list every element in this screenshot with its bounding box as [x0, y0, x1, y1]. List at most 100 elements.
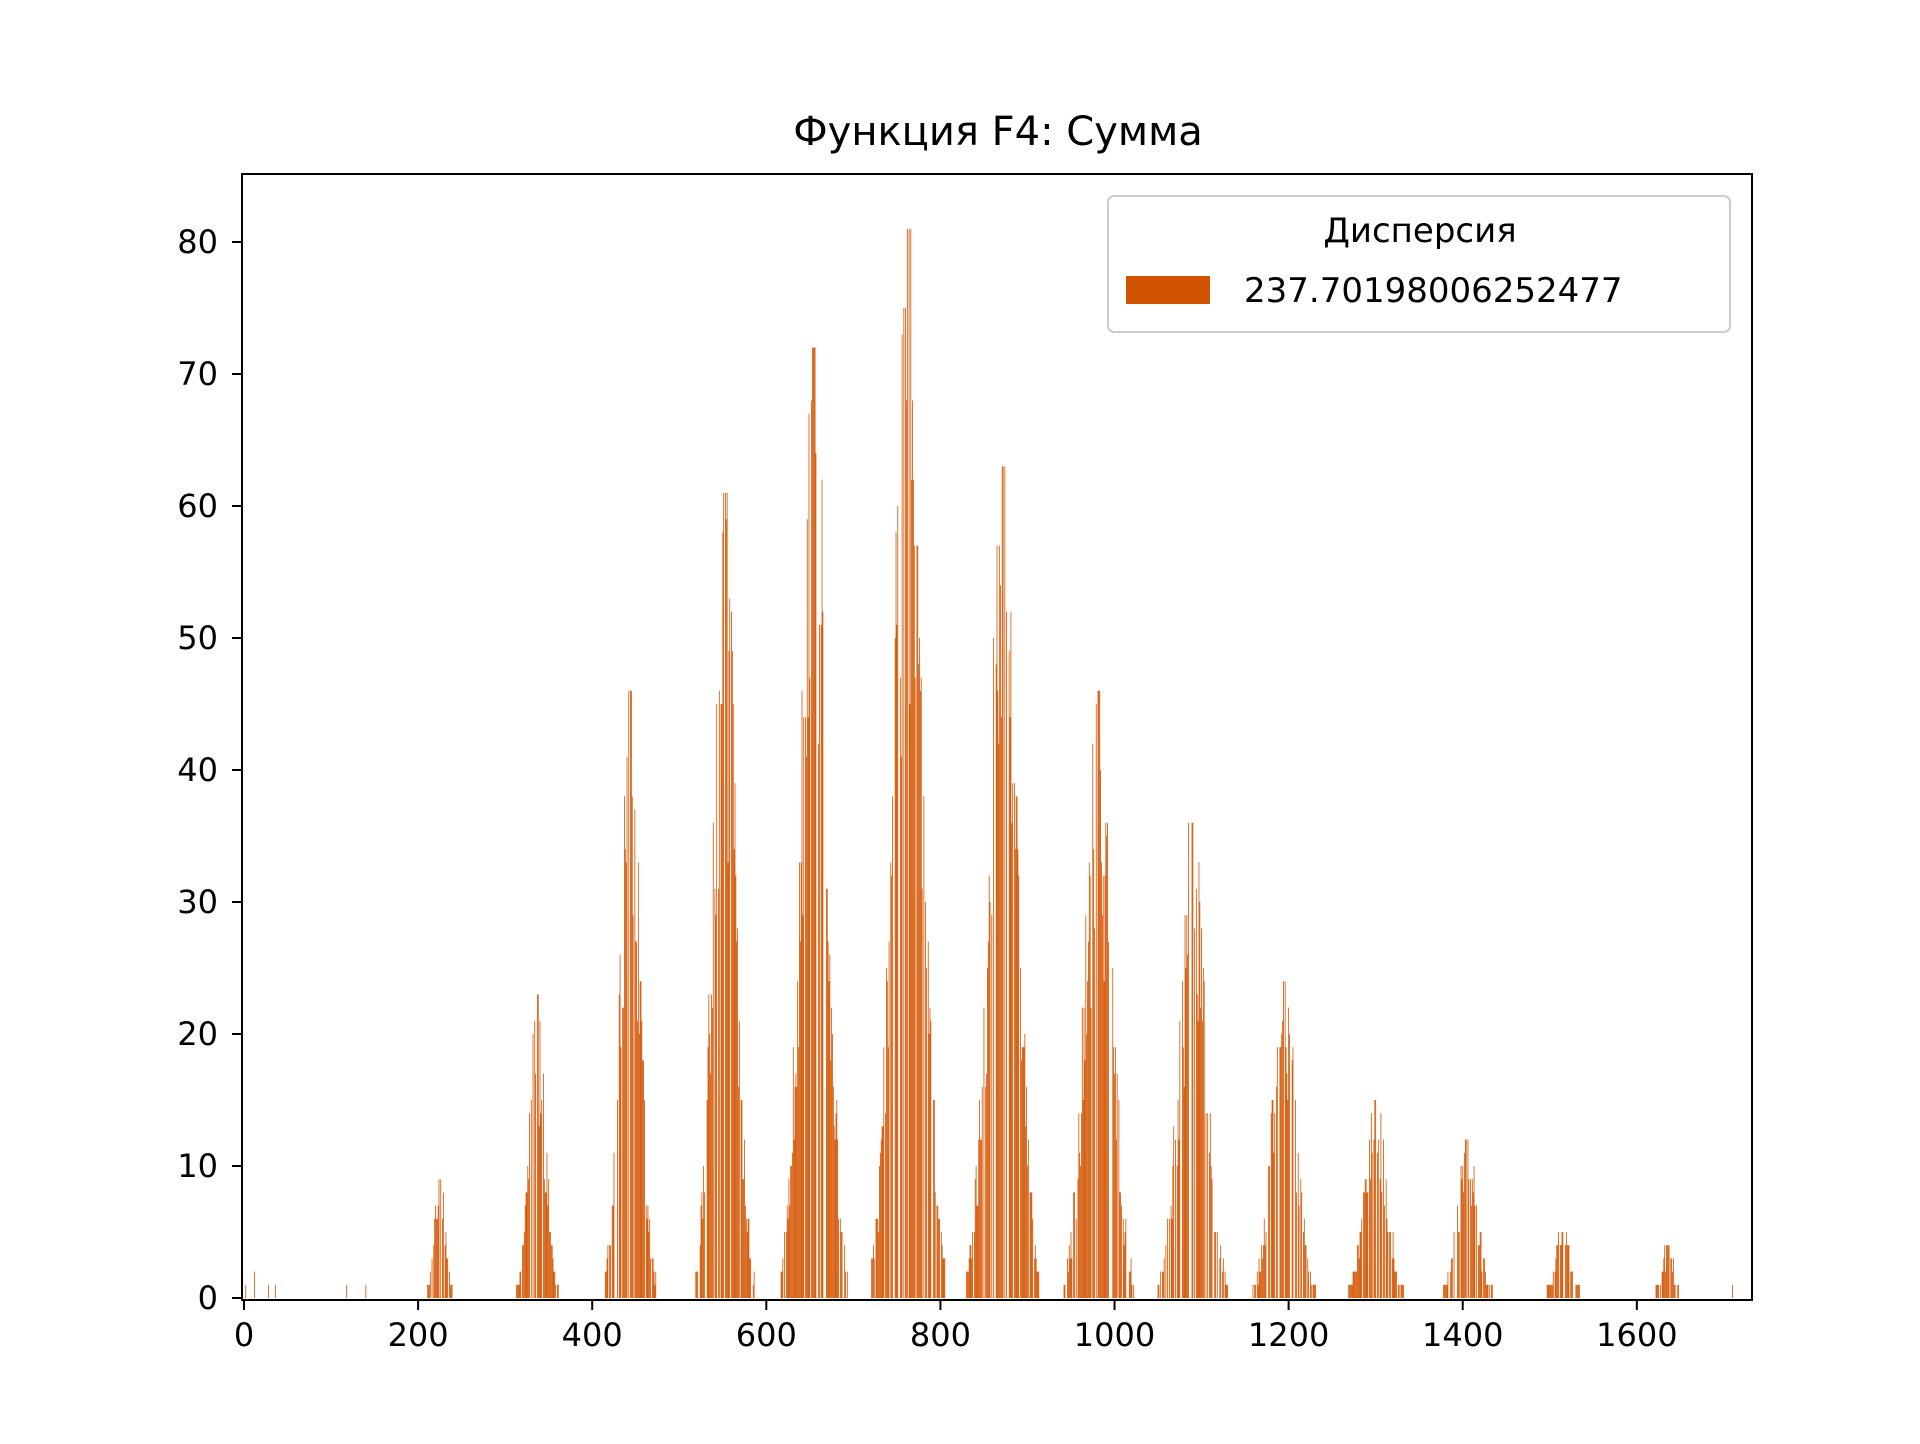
bar-480	[1222, 1271, 1223, 1298]
bar-68	[607, 1245, 609, 1298]
bar-304	[971, 1258, 973, 1298]
bar-116	[700, 1205, 702, 1298]
bar-412	[1113, 1047, 1115, 1298]
bar-6	[434, 1218, 436, 1298]
bar-82	[625, 862, 627, 1298]
bar-523	[1296, 1192, 1297, 1298]
bar-153	[738, 1020, 740, 1298]
bar-233	[872, 1245, 874, 1298]
bar-338	[1010, 611, 1012, 1298]
bar-620	[1474, 1205, 1476, 1298]
bar-447	[1179, 1020, 1181, 1298]
bar-490	[1257, 1284, 1259, 1298]
bar-72	[612, 1205, 614, 1298]
bar-211	[826, 888, 828, 1298]
bar-613	[1467, 1139, 1469, 1298]
bar-187	[799, 862, 800, 1298]
bar-512	[1282, 1020, 1283, 1298]
bar-682	[1672, 1271, 1673, 1298]
bar-487	[1254, 1284, 1256, 1298]
bar-659	[1571, 1271, 1572, 1298]
bar-584	[1394, 1271, 1396, 1298]
bar-434	[1162, 1271, 1164, 1298]
bar-356	[1027, 1139, 1029, 1298]
bar-117	[701, 1192, 703, 1298]
bar-565	[1371, 1152, 1373, 1298]
bar-298	[966, 1271, 967, 1298]
bar-618	[1472, 1192, 1474, 1298]
bar-222	[836, 1100, 838, 1298]
bar-154	[740, 1100, 742, 1298]
bar-2	[429, 1284, 430, 1298]
bar-621	[1476, 1205, 1478, 1298]
bar-527	[1301, 1192, 1303, 1298]
bar-379	[1078, 1113, 1080, 1298]
bar-456	[1191, 822, 1193, 1298]
bar-275	[919, 638, 920, 1298]
bar-306	[973, 1232, 975, 1298]
bar-608	[1462, 1166, 1464, 1298]
bar-454	[1187, 954, 1189, 1298]
bar-430	[1157, 1284, 1159, 1298]
bar-361	[1034, 1258, 1035, 1298]
bar-224	[838, 1218, 839, 1298]
bar-352	[1024, 1034, 1026, 1298]
x-tick-label: 400	[562, 1316, 623, 1354]
bar-195	[806, 519, 808, 1298]
bar-474	[1211, 1179, 1213, 1298]
bar-511	[1281, 1034, 1283, 1298]
bar-524	[1297, 1152, 1299, 1298]
bar-41	[535, 1073, 537, 1298]
bar-582	[1392, 1232, 1394, 1298]
x-tick-label: 0	[234, 1316, 254, 1354]
bar-216	[831, 1007, 833, 1298]
bar-207	[820, 624, 822, 1298]
bar-432	[1160, 1271, 1162, 1298]
bar-520	[1291, 1060, 1293, 1298]
bar-473	[1210, 1166, 1212, 1298]
bar-202	[813, 347, 815, 1299]
bar-64	[557, 1284, 559, 1298]
bar-67	[606, 1258, 608, 1298]
bar-666	[1655, 1284, 1657, 1298]
bar-32	[524, 1205, 526, 1298]
bar-387	[1085, 915, 1087, 1298]
bar-319	[987, 968, 988, 1298]
bar-91	[636, 941, 638, 1298]
bar-358	[1030, 1192, 1032, 1298]
bar-435	[1163, 1258, 1165, 1298]
bar-484	[1226, 1284, 1228, 1298]
bar-414	[1115, 1047, 1116, 1298]
bar-626	[1481, 1271, 1483, 1298]
bar-66	[605, 1271, 607, 1298]
bar-83	[626, 756, 628, 1298]
bar-200	[812, 347, 813, 1299]
bar-109	[653, 1271, 655, 1298]
bar-232	[872, 1258, 873, 1298]
bar-135	[721, 704, 723, 1298]
bar-370	[1067, 1271, 1069, 1298]
bar-13	[442, 1218, 443, 1298]
bar-653	[1565, 1245, 1566, 1298]
bar-574	[1383, 1139, 1384, 1298]
bar-40	[534, 1020, 536, 1298]
bar-486	[1252, 1284, 1254, 1298]
bar-420	[1121, 1205, 1122, 1298]
bar-288	[934, 1192, 936, 1298]
bar-134	[720, 704, 722, 1298]
bar-242	[881, 1126, 883, 1298]
bar-391	[1088, 862, 1090, 1298]
bar-77	[620, 1047, 622, 1298]
bar-543	[1350, 1284, 1352, 1298]
bar-503	[1271, 1100, 1273, 1298]
bar-302	[969, 1245, 971, 1298]
bar-313	[980, 1139, 981, 1298]
bar-49	[543, 1179, 545, 1298]
bar-226	[840, 1232, 842, 1298]
bar-534	[1310, 1271, 1311, 1298]
bar-375	[1073, 1192, 1075, 1298]
bar-409	[1107, 822, 1108, 1298]
bar-404	[1102, 875, 1104, 1298]
